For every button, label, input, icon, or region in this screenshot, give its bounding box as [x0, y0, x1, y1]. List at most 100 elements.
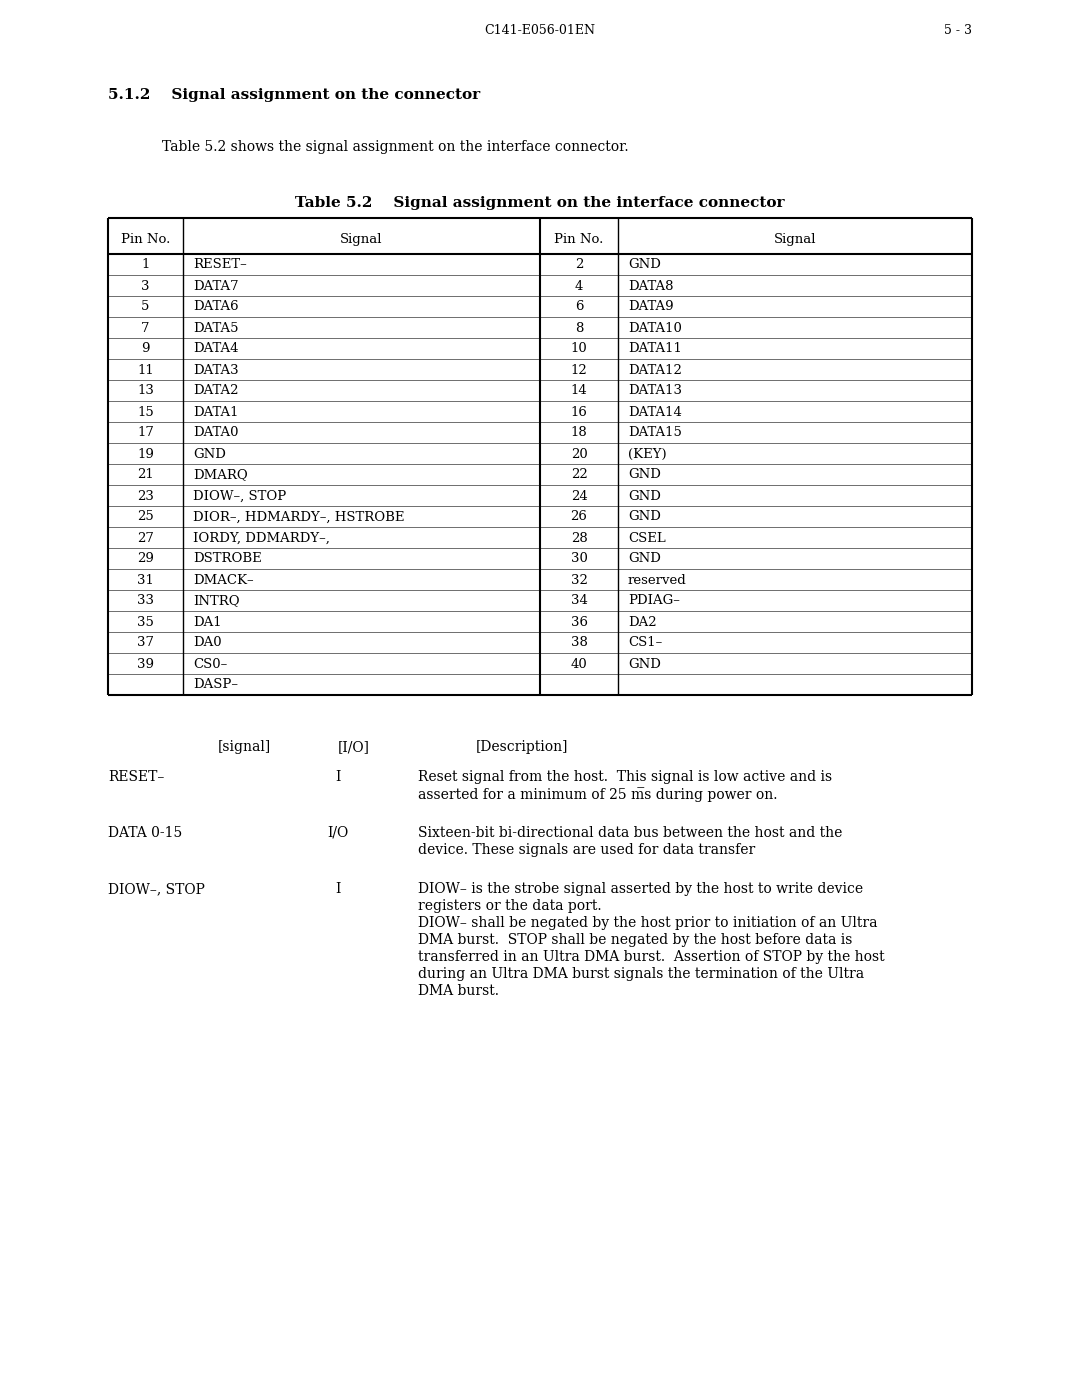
- Text: Pin No.: Pin No.: [554, 233, 604, 246]
- Text: 5 - 3: 5 - 3: [944, 24, 972, 36]
- Text: 8: 8: [575, 321, 583, 334]
- Text: DMARQ: DMARQ: [193, 468, 247, 482]
- Text: 22: 22: [570, 468, 588, 482]
- Text: 5: 5: [141, 300, 150, 313]
- Text: 27: 27: [137, 531, 154, 545]
- Text: I: I: [335, 882, 340, 895]
- Text: DMA burst.: DMA burst.: [418, 983, 499, 997]
- Text: GND: GND: [193, 447, 226, 461]
- Text: 25: 25: [137, 510, 153, 524]
- Text: I/O: I/O: [327, 826, 349, 840]
- Text: DMACK–: DMACK–: [193, 574, 254, 587]
- Text: GND: GND: [627, 510, 661, 524]
- Text: 19: 19: [137, 447, 154, 461]
- Text: 30: 30: [570, 552, 588, 566]
- Text: 1: 1: [141, 258, 150, 271]
- Text: DATA5: DATA5: [193, 321, 239, 334]
- Text: DA1: DA1: [193, 616, 221, 629]
- Text: DATA8: DATA8: [627, 279, 674, 292]
- Text: Reset signal from the host.  This signal is low active and is: Reset signal from the host. This signal …: [418, 770, 832, 784]
- Text: 14: 14: [570, 384, 588, 398]
- Text: DIOR–, HDMARDY–, HSTROBE: DIOR–, HDMARDY–, HSTROBE: [193, 510, 405, 524]
- Text: 18: 18: [570, 426, 588, 440]
- Text: 26: 26: [570, 510, 588, 524]
- Text: device. These signals are used for data transfer: device. These signals are used for data …: [418, 842, 755, 856]
- Text: 23: 23: [137, 489, 154, 503]
- Text: 31: 31: [137, 574, 154, 587]
- Text: DATA1: DATA1: [193, 405, 239, 419]
- Text: 29: 29: [137, 552, 154, 566]
- Text: RESET–: RESET–: [193, 258, 246, 271]
- Text: DATA3: DATA3: [193, 363, 239, 377]
- Text: DATA2: DATA2: [193, 384, 239, 398]
- Text: 37: 37: [137, 637, 154, 650]
- Text: DIOW– is the strobe signal asserted by the host to write device: DIOW– is the strobe signal asserted by t…: [418, 882, 863, 895]
- Text: DA0: DA0: [193, 637, 221, 650]
- Text: DSTROBE: DSTROBE: [193, 552, 261, 566]
- Text: 7: 7: [141, 321, 150, 334]
- Text: GND: GND: [627, 658, 661, 671]
- Text: [signal]: [signal]: [218, 740, 271, 754]
- Text: 13: 13: [137, 384, 154, 398]
- Text: CSEL: CSEL: [627, 531, 665, 545]
- Text: GND: GND: [627, 468, 661, 482]
- Text: 40: 40: [570, 658, 588, 671]
- Text: DATA12: DATA12: [627, 363, 681, 377]
- Text: 12: 12: [570, 363, 588, 377]
- Text: DATA14: DATA14: [627, 405, 681, 419]
- Text: DATA11: DATA11: [627, 342, 681, 355]
- Text: DASP–: DASP–: [193, 679, 238, 692]
- Text: 5.1.2    Signal assignment on the connector: 5.1.2 Signal assignment on the connector: [108, 88, 481, 102]
- Text: [I/O]: [I/O]: [338, 740, 370, 754]
- Text: DATA13: DATA13: [627, 384, 681, 398]
- Text: INTRQ: INTRQ: [193, 595, 240, 608]
- Text: DMA burst.  STOP shall be negated by the host before data is: DMA burst. STOP shall be negated by the …: [418, 933, 852, 947]
- Text: DATA6: DATA6: [193, 300, 239, 313]
- Text: 10: 10: [570, 342, 588, 355]
- Text: 20: 20: [570, 447, 588, 461]
- Text: DA2: DA2: [627, 616, 657, 629]
- Text: transferred in an Ultra DMA burst.  Assertion of STOP by the host: transferred in an Ultra DMA burst. Asser…: [418, 950, 885, 964]
- Text: asserted for a minimum of 25 m̅s during power on.: asserted for a minimum of 25 m̅s during …: [418, 787, 778, 802]
- Text: 21: 21: [137, 468, 153, 482]
- Text: Pin No.: Pin No.: [121, 233, 171, 246]
- Text: reserved: reserved: [627, 574, 687, 587]
- Text: 9: 9: [141, 342, 150, 355]
- Text: DATA 0-15: DATA 0-15: [108, 826, 183, 840]
- Text: 2: 2: [575, 258, 583, 271]
- Text: CS0–: CS0–: [193, 658, 227, 671]
- Text: DIOW– shall be negated by the host prior to initiation of an Ultra: DIOW– shall be negated by the host prior…: [418, 916, 877, 930]
- Text: 6: 6: [575, 300, 583, 313]
- Text: DATA9: DATA9: [627, 300, 674, 313]
- Text: 28: 28: [570, 531, 588, 545]
- Text: 4: 4: [575, 279, 583, 292]
- Text: PDIAG–: PDIAG–: [627, 595, 680, 608]
- Text: 34: 34: [570, 595, 588, 608]
- Text: 35: 35: [137, 616, 154, 629]
- Text: 3: 3: [141, 279, 150, 292]
- Text: RESET–: RESET–: [108, 770, 164, 784]
- Text: 36: 36: [570, 616, 588, 629]
- Text: Table 5.2 shows the signal assignment on the interface connector.: Table 5.2 shows the signal assignment on…: [162, 140, 629, 154]
- Text: DIOW–, STOP: DIOW–, STOP: [193, 489, 286, 503]
- Text: (KEY): (KEY): [627, 447, 666, 461]
- Text: DATA10: DATA10: [627, 321, 681, 334]
- Text: DATA7: DATA7: [193, 279, 239, 292]
- Text: DATA15: DATA15: [627, 426, 681, 440]
- Text: Signal: Signal: [773, 233, 816, 246]
- Text: registers or the data port.: registers or the data port.: [418, 900, 602, 914]
- Text: C141-E056-01EN: C141-E056-01EN: [485, 24, 595, 36]
- Text: GND: GND: [627, 489, 661, 503]
- Text: 15: 15: [137, 405, 153, 419]
- Text: Sixteen-bit bi-directional data bus between the host and the: Sixteen-bit bi-directional data bus betw…: [418, 826, 842, 840]
- Text: 39: 39: [137, 658, 154, 671]
- Text: [Description]: [Description]: [476, 740, 568, 754]
- Text: DATA4: DATA4: [193, 342, 239, 355]
- Text: 16: 16: [570, 405, 588, 419]
- Text: DATA0: DATA0: [193, 426, 239, 440]
- Text: GND: GND: [627, 258, 661, 271]
- Text: 38: 38: [570, 637, 588, 650]
- Text: 33: 33: [137, 595, 154, 608]
- Text: DIOW–, STOP: DIOW–, STOP: [108, 882, 205, 895]
- Text: IORDY, DDMARDY–,: IORDY, DDMARDY–,: [193, 531, 329, 545]
